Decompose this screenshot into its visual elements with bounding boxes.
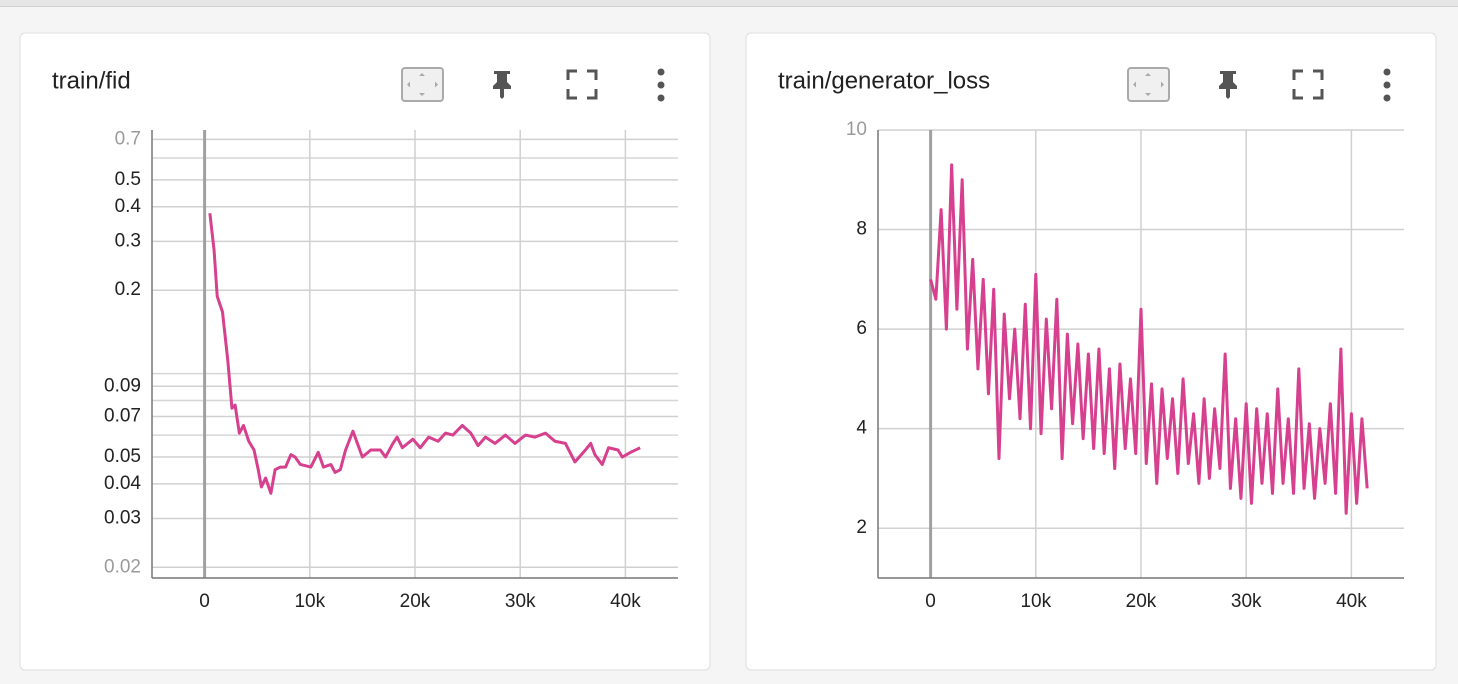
fit-bounds-button[interactable] bbox=[401, 67, 444, 102]
y-tick-label: 2 bbox=[856, 517, 867, 538]
y-tick-label: 0.03 bbox=[104, 508, 141, 529]
fullscreen-button[interactable] bbox=[1292, 69, 1324, 100]
series-line bbox=[208, 213, 641, 495]
y-tick-label: 0.05 bbox=[104, 446, 141, 467]
card bbox=[745, 32, 1437, 671]
more-button[interactable] bbox=[657, 68, 665, 102]
toolbar-icons bbox=[1127, 67, 1391, 102]
x-tick-label: 10k bbox=[294, 591, 325, 612]
top-bar-shadow bbox=[0, 6, 1458, 7]
series-line bbox=[929, 163, 1369, 515]
cards: train/fid train/generator_loss bbox=[19, 32, 1437, 671]
y-tick-label: 10 bbox=[846, 119, 867, 140]
more-button[interactable] bbox=[1383, 68, 1391, 102]
card bbox=[19, 32, 711, 671]
y-tick-label: 0.02 bbox=[104, 556, 141, 577]
y-tick-label: 4 bbox=[856, 418, 867, 439]
y-tick-label: 0.5 bbox=[115, 169, 141, 190]
x-tick-label: 20k bbox=[400, 591, 431, 612]
toolbar bbox=[401, 67, 1391, 102]
y-tick-label: 0.4 bbox=[115, 196, 142, 217]
pin-button[interactable] bbox=[1219, 71, 1237, 99]
y-tick-label: 0.3 bbox=[115, 230, 141, 251]
fullscreen-button[interactable] bbox=[566, 69, 598, 100]
pin-button[interactable] bbox=[493, 71, 511, 99]
x-tick-label: 30k bbox=[1231, 591, 1262, 612]
top-bar bbox=[0, 0, 1458, 6]
x-tick-label: 0 bbox=[199, 591, 210, 612]
y-tick-label: 0.7 bbox=[115, 128, 141, 149]
y-tick-label: 0.09 bbox=[104, 375, 141, 396]
y-tick-label: 0.2 bbox=[115, 279, 141, 300]
x-tick-label: 20k bbox=[1126, 591, 1157, 612]
x-tick-label: 40k bbox=[1336, 591, 1367, 612]
chart: 2 4 6 8 10 0 10k 20k 30k 40k bbox=[846, 119, 1404, 612]
y-tick-label: 0.07 bbox=[104, 406, 141, 427]
chart: 0.02 0.03 0.04 0.05 0.07 0.09 0.2 0.3 0.4 0.5 0.7 0… bbox=[104, 128, 678, 612]
x-tick-label: 40k bbox=[610, 591, 641, 612]
y-tick-label: 6 bbox=[856, 318, 867, 339]
x-tick-label: 30k bbox=[505, 591, 536, 612]
x-tick-label: 10k bbox=[1020, 591, 1051, 612]
y-tick-label: 0.04 bbox=[104, 473, 141, 494]
toolbar-icons bbox=[401, 67, 665, 102]
x-tick-label: 0 bbox=[925, 591, 936, 612]
card-title: train/generator_loss bbox=[778, 67, 990, 94]
fit-bounds-button[interactable] bbox=[1127, 67, 1170, 102]
card-title: train/fid bbox=[52, 67, 131, 94]
y-tick-label: 8 bbox=[856, 219, 867, 240]
